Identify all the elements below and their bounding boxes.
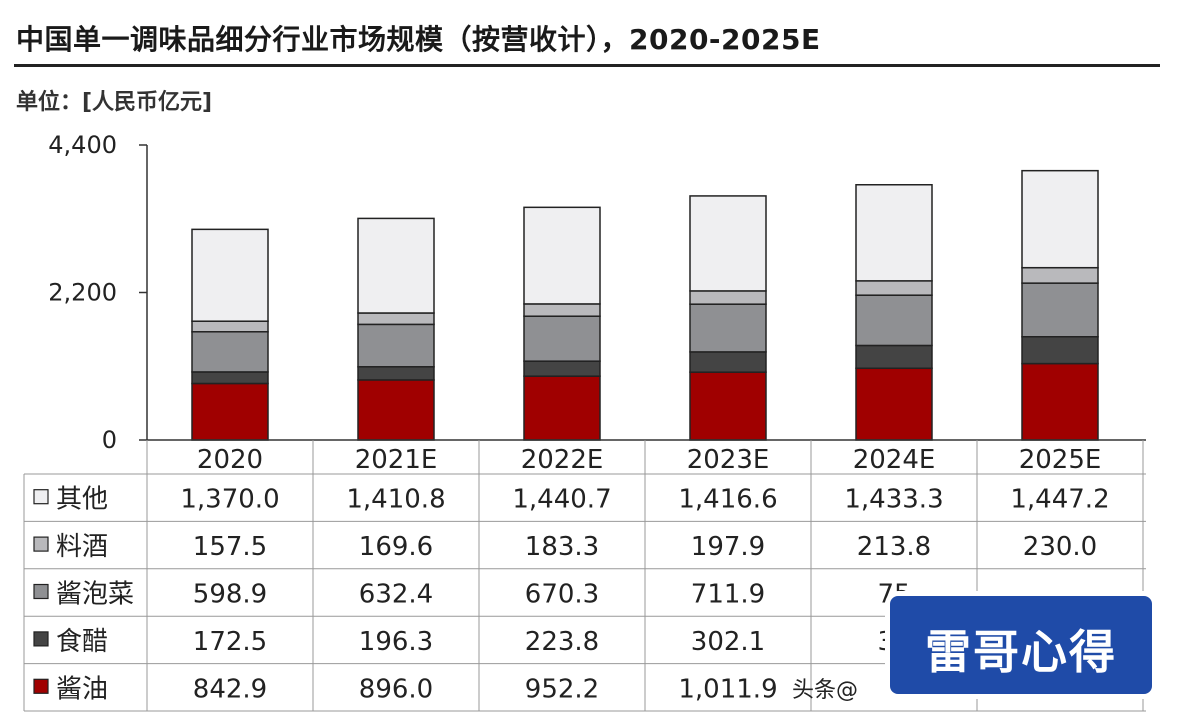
bar-segment [523,360,601,377]
data-label: 711.9 [691,580,765,610]
bar-segment [523,315,601,362]
data-label: 196.3 [359,627,433,657]
bar-segment [357,312,435,326]
bar-segment [689,371,767,441]
y-tick-label: 2,200 [48,279,117,307]
bar-segment [855,280,933,296]
bar-segment [1021,266,1099,284]
bar-segment [689,303,767,353]
legend-swatch [33,631,49,647]
x-tick-label: 2020 [197,445,263,475]
bar-segment [855,367,933,441]
data-label: 302.1 [691,627,765,657]
watermark-text: 头条@ [792,678,859,703]
data-label: 1,011.9 [678,674,777,704]
chart-title: 中国单一调味品细分行业市场规模（按营收计），2020-2025E [16,23,821,56]
legend-swatch [33,678,49,694]
data-label: 172.5 [193,627,267,657]
data-label: 1,410.8 [346,485,445,515]
data-label: 197.9 [691,532,765,562]
bar-segment [855,184,933,282]
x-tick-label: 2022E [521,445,604,475]
bar-segment [689,351,767,373]
data-label: 1,440.7 [512,485,611,515]
y-tick-label: 0 [102,426,117,454]
legend-label: 料酒 [56,532,108,562]
bar-segment [1021,362,1099,441]
data-label: 230.0 [1023,532,1097,562]
data-label: 1,433.3 [844,485,943,515]
data-label: 598.9 [193,580,267,610]
bar-segment [191,382,269,441]
y-tick-label: 4,400 [48,131,117,159]
data-label: 632.4 [359,580,433,610]
x-tick-label: 2023E [687,445,770,475]
data-label: 952.2 [525,674,599,704]
legend-swatch [33,583,49,600]
brand-logo: 雷哥心得 [884,578,1158,700]
x-tick-label: 2021E [355,445,438,475]
data-label: 223.8 [525,627,599,657]
data-label: 1,370.0 [180,485,279,515]
data-label: 896.0 [359,674,433,704]
bar-segment [191,371,269,385]
data-label: 842.9 [193,674,267,704]
bar-segment [523,375,601,441]
brand-logo-text: 雷哥心得 [925,625,1117,679]
bar-segment [357,323,435,368]
bar-segment [1021,169,1099,269]
brand-logo-badge: 雷哥心得 [890,596,1152,694]
bar-segment [357,366,435,381]
data-label: 169.6 [359,532,433,562]
legend-label: 酱泡菜 [56,580,134,610]
bar-segment [191,320,269,333]
bar-segment [523,303,601,317]
bar-segment [191,228,269,322]
data-label: 1,416.6 [678,485,777,515]
legend-label: 食醋 [56,627,108,657]
bar-segment [689,290,767,305]
bar-segment [689,195,767,292]
legend-swatch [33,489,49,505]
legend-label: 其他 [56,485,108,515]
data-label: 157.5 [193,532,267,562]
bar-segment [191,331,269,373]
unit-label: 单位：[人民币亿元] [16,90,213,115]
data-label: 183.3 [525,532,599,562]
legend-swatch [33,536,49,552]
data-label: 670.3 [525,580,599,610]
title-divider [14,64,1160,67]
x-tick-label: 2024E [853,445,936,475]
bar-segment [1021,336,1099,365]
bar-segment [523,206,601,305]
bar-segment [357,217,435,314]
data-label: 213.8 [857,532,931,562]
bar-segment [855,294,933,347]
x-tick-label: 2025E [1019,445,1102,475]
data-label: 1,447.2 [1010,485,1109,515]
legend-label: 酱油 [56,674,108,704]
bar-segment [855,344,933,370]
bar-segment [1021,282,1099,338]
bar-segment [357,379,435,441]
